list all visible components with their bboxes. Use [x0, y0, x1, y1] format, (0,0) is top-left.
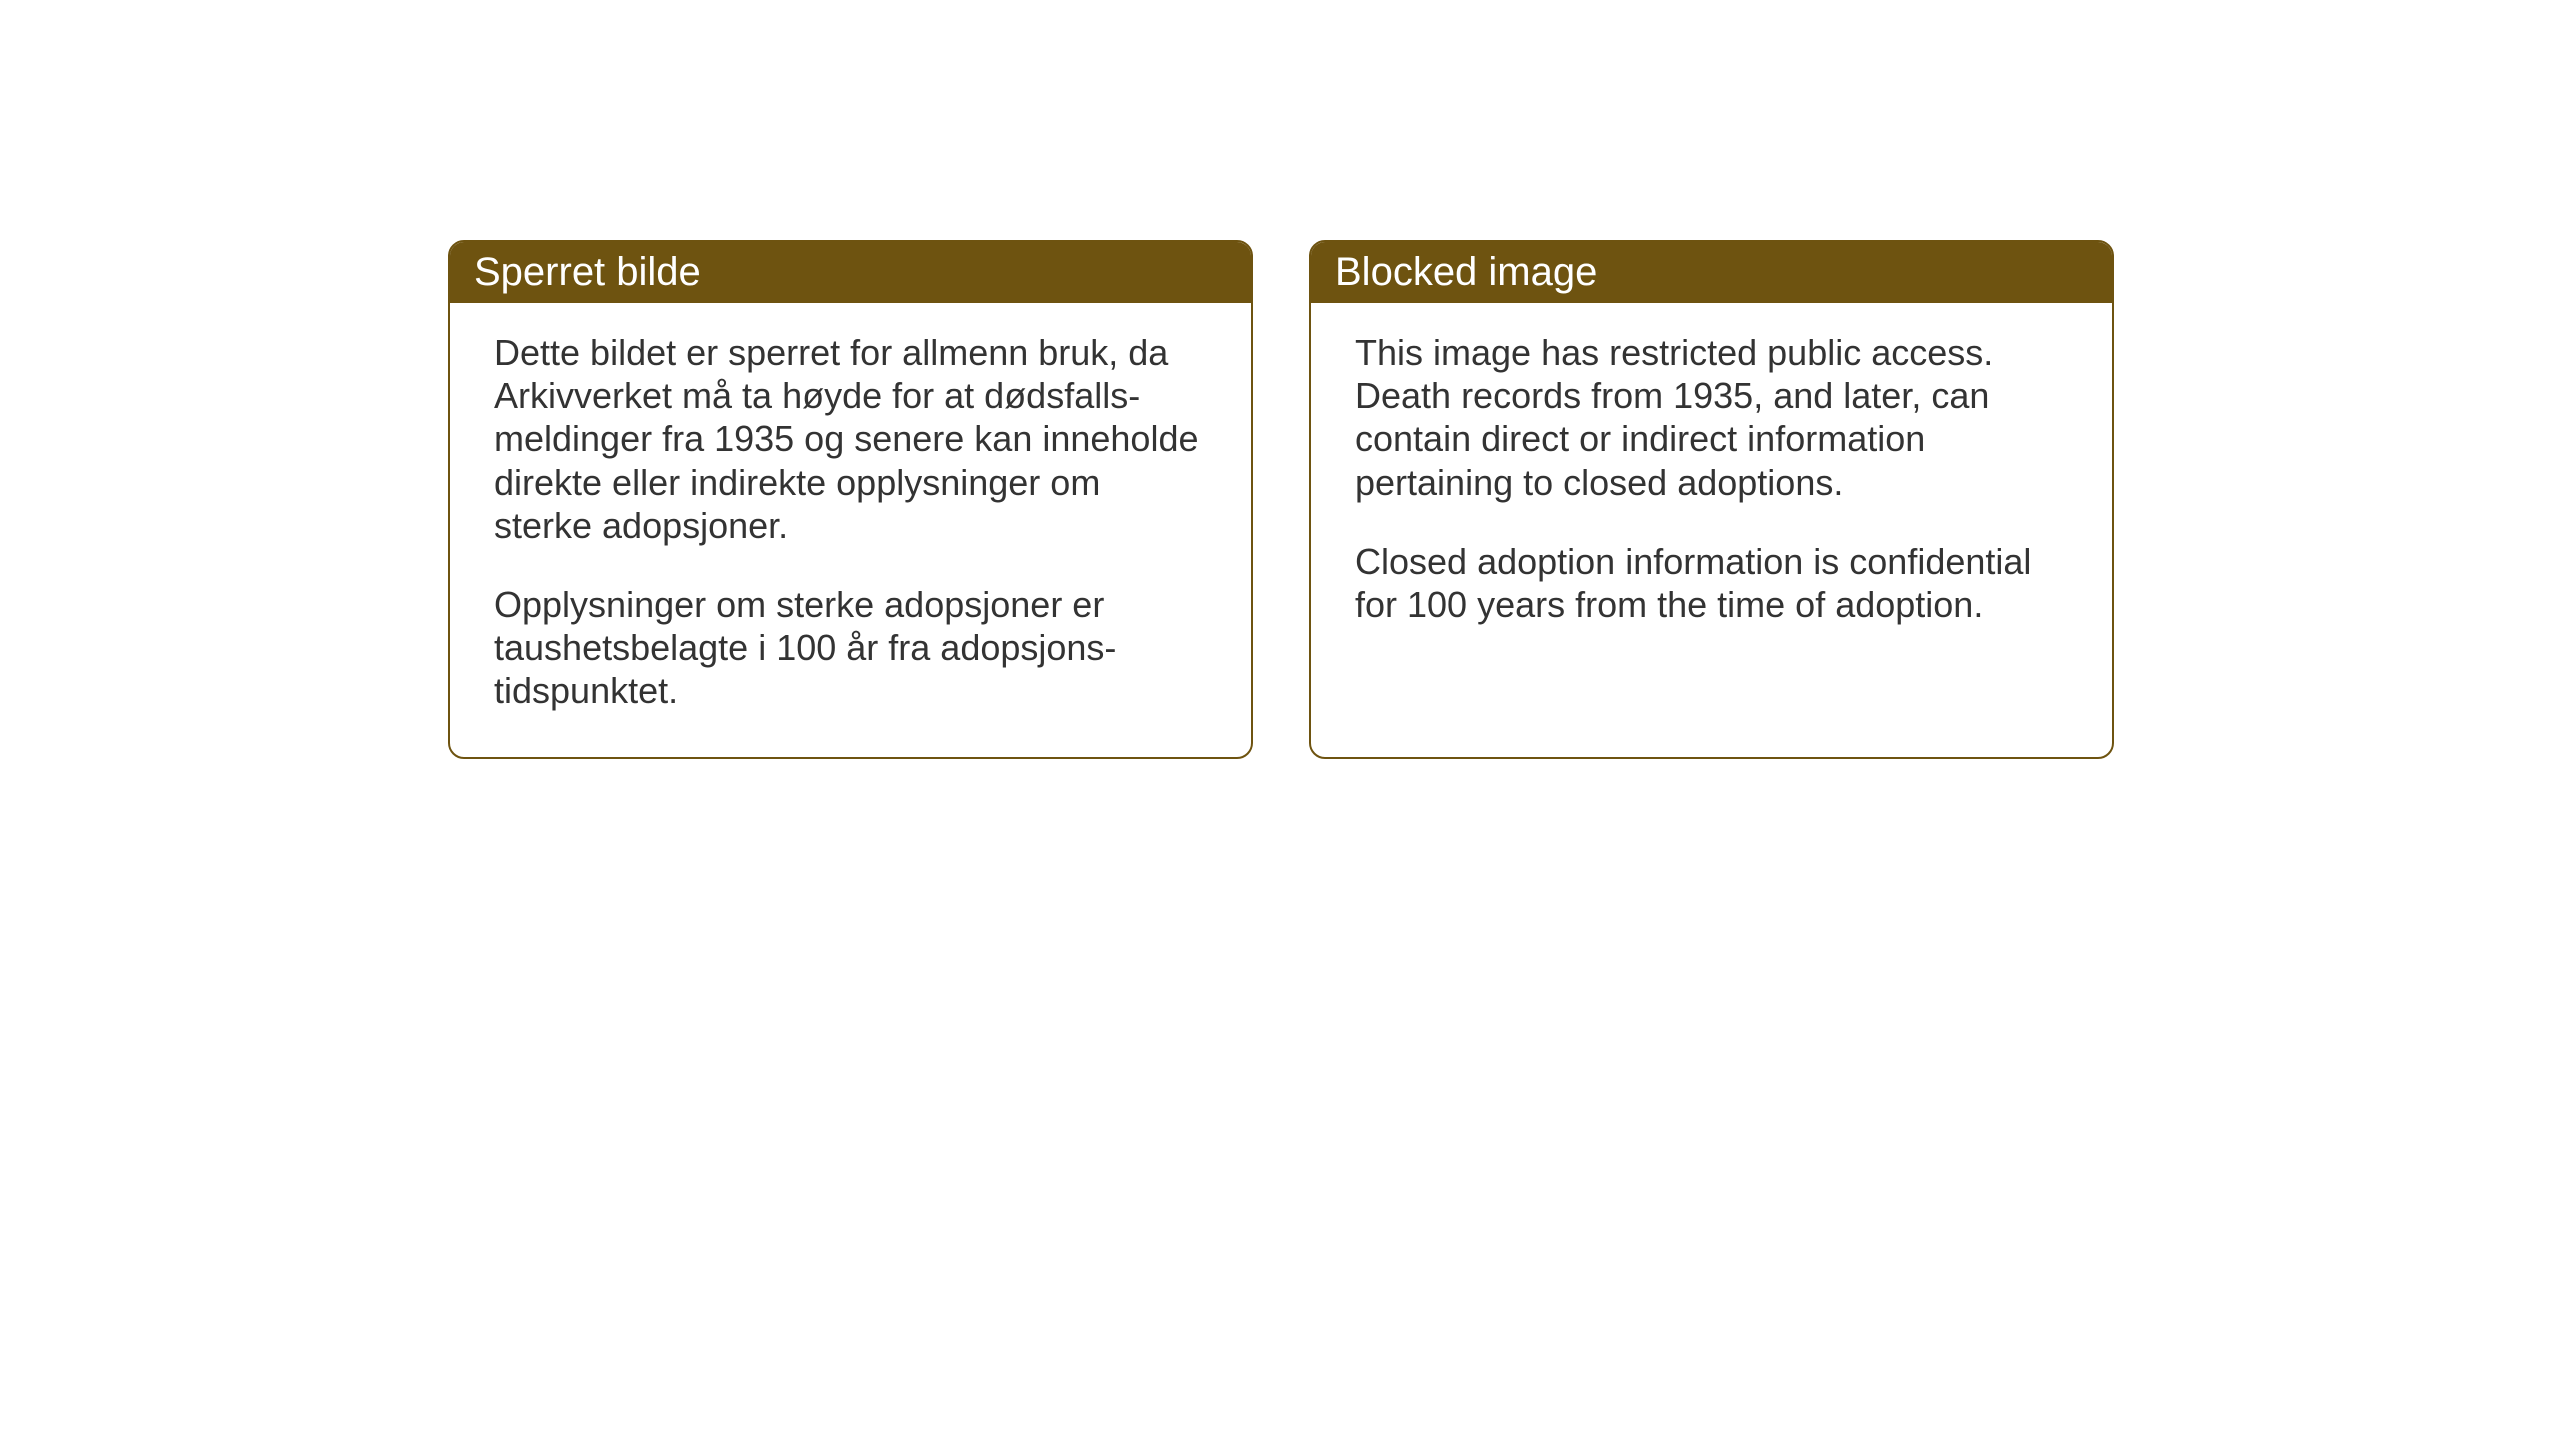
info-text-eng-p2: Closed adoption information is confident…	[1355, 540, 2068, 626]
info-text-nor-p1: Dette bildet er sperret for allmenn bruk…	[494, 331, 1207, 547]
info-box-body-norwegian: Dette bildet er sperret for allmenn bruk…	[450, 303, 1251, 757]
info-text-eng-p1: This image has restricted public access.…	[1355, 331, 2068, 504]
info-box-header-english: Blocked image	[1311, 242, 2112, 303]
info-text-nor-p2: Opplysninger om sterke adopsjoner er tau…	[494, 583, 1207, 713]
info-box-header-norwegian: Sperret bilde	[450, 242, 1251, 303]
info-box-body-english: This image has restricted public access.…	[1311, 303, 2112, 737]
info-box-norwegian: Sperret bilde Dette bildet er sperret fo…	[448, 240, 1253, 759]
info-box-container: Sperret bilde Dette bildet er sperret fo…	[448, 240, 2114, 759]
info-box-english: Blocked image This image has restricted …	[1309, 240, 2114, 759]
